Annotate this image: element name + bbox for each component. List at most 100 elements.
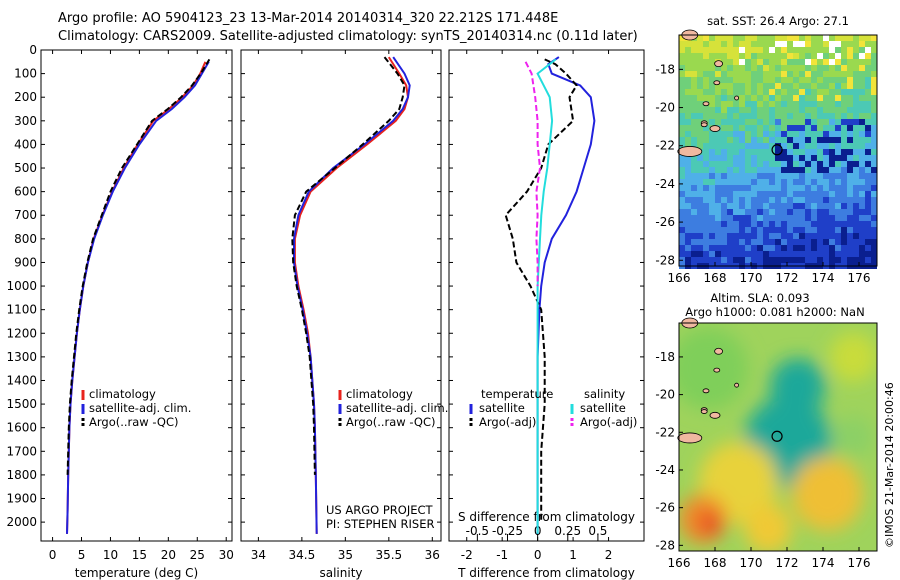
sst-cell xyxy=(799,215,805,221)
sst-cell xyxy=(865,65,871,71)
map-x-tick-label: 170 xyxy=(740,271,763,285)
sst-cell xyxy=(805,143,811,149)
island-shape xyxy=(677,146,703,157)
sst-cell xyxy=(727,143,733,149)
sst-cell xyxy=(853,251,859,257)
sst-cell xyxy=(691,173,697,179)
sst-cell xyxy=(817,191,823,197)
sst-cell xyxy=(769,155,775,161)
sst-cell xyxy=(751,239,757,245)
sst-cell xyxy=(727,83,733,89)
sst-cell xyxy=(751,113,757,119)
sst-cell xyxy=(739,101,745,107)
sst-cell xyxy=(871,83,877,89)
y-tick-label: 400 xyxy=(14,137,37,151)
island-shape xyxy=(677,432,703,444)
sst-cell xyxy=(703,77,709,83)
sst-cell xyxy=(793,191,799,197)
sst-cell xyxy=(685,209,691,215)
sst-cell xyxy=(865,233,871,239)
sst-cell xyxy=(691,89,697,95)
argo-position-marker xyxy=(771,144,783,156)
sst-cell xyxy=(865,149,871,155)
sst-cell xyxy=(763,59,769,65)
sst-cell xyxy=(709,71,715,77)
sst-cell xyxy=(841,149,847,155)
sst-cell xyxy=(823,137,829,143)
sst-cell xyxy=(811,209,817,215)
sst-cell xyxy=(811,215,817,221)
sst-cell xyxy=(769,125,775,131)
sst-cell xyxy=(853,137,859,143)
sst-cell xyxy=(703,179,709,185)
sst-cell xyxy=(799,167,805,173)
sst-cell xyxy=(841,107,847,113)
sst-cell xyxy=(823,113,829,119)
sst-cell xyxy=(697,215,703,221)
sst-cell xyxy=(709,203,715,209)
sst-cell xyxy=(823,173,829,179)
sst-cell xyxy=(853,173,859,179)
sst-cell xyxy=(835,233,841,239)
sst-cell xyxy=(799,131,805,137)
sst-cell xyxy=(739,35,745,41)
sst-cell xyxy=(847,215,853,221)
sst-cell xyxy=(829,245,835,251)
legend-entry: satellite xyxy=(479,401,525,415)
sst-cell xyxy=(697,245,703,251)
sst-cell xyxy=(739,227,745,233)
sst-cell xyxy=(781,113,787,119)
sst-cell xyxy=(769,65,775,71)
map-y-tick-label: -28 xyxy=(655,538,675,552)
x-tick-label: 5 xyxy=(78,548,86,562)
sst-cell xyxy=(829,239,835,245)
sst-cell xyxy=(733,239,739,245)
sst-cell xyxy=(823,53,829,59)
island-shape xyxy=(700,122,708,128)
sst-cell xyxy=(775,101,781,107)
sst-cell xyxy=(757,173,763,179)
sst-cell xyxy=(859,89,865,95)
sst-cell xyxy=(781,41,787,47)
sst-cell xyxy=(733,41,739,47)
sst-cell xyxy=(691,197,697,203)
sst-cell xyxy=(715,95,721,101)
sst-cell xyxy=(691,71,697,77)
sst-cell xyxy=(775,125,781,131)
sst-cell xyxy=(847,173,853,179)
sst-cell xyxy=(697,251,703,257)
sst-cell xyxy=(685,107,691,113)
x-tick-label: 34 xyxy=(251,548,266,562)
sst-cell xyxy=(691,119,697,125)
sst-cell xyxy=(769,107,775,113)
x-tick-label: 15 xyxy=(132,548,147,562)
sst-cell xyxy=(853,233,859,239)
sst-cell xyxy=(763,41,769,47)
sst-cell xyxy=(697,185,703,191)
sst-cell xyxy=(775,95,781,101)
sst-cell xyxy=(799,161,805,167)
sst-cell xyxy=(817,155,823,161)
sst-cell xyxy=(745,257,751,263)
sst-cell xyxy=(781,65,787,71)
sst-cell xyxy=(817,137,823,143)
sst-cell xyxy=(685,221,691,227)
sst-cell xyxy=(769,41,775,47)
sst-cell xyxy=(769,119,775,125)
sst-cell xyxy=(835,245,841,251)
sst-cell xyxy=(697,179,703,185)
sst-cell xyxy=(871,251,877,257)
sst-cell xyxy=(709,101,715,107)
sst-cell xyxy=(703,251,709,257)
sst-cell xyxy=(709,245,715,251)
island-shape xyxy=(700,409,708,414)
sst-cell xyxy=(721,71,727,77)
sst-cell xyxy=(823,47,829,53)
sst-cell xyxy=(853,203,859,209)
sst-cell xyxy=(757,71,763,77)
sst-cell xyxy=(829,119,835,125)
sla-blob xyxy=(770,358,826,416)
sst-cell xyxy=(787,239,793,245)
sst-cell xyxy=(709,233,715,239)
sst-cell xyxy=(739,167,745,173)
